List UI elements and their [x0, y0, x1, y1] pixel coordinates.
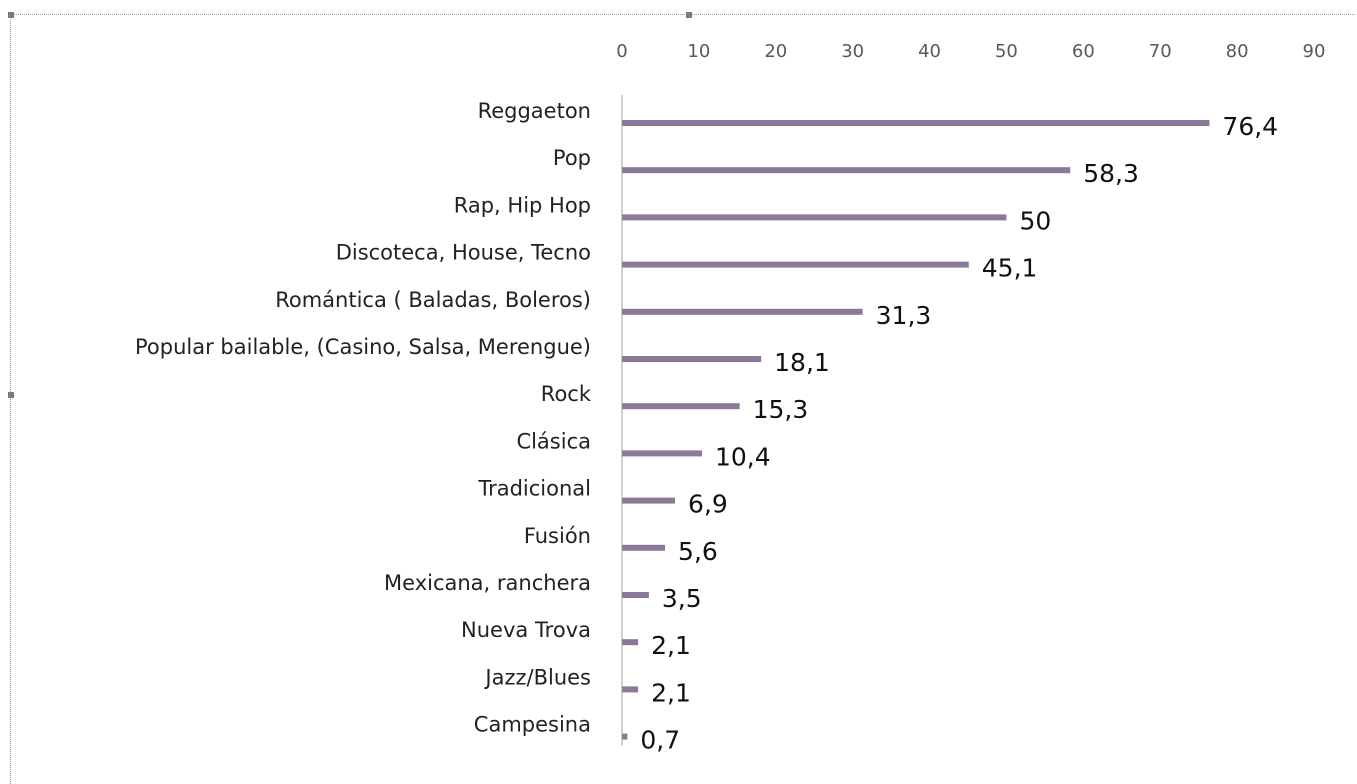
- data-label: 18,1: [774, 348, 830, 377]
- category-label: Fusión: [524, 524, 591, 548]
- data-label: 2,1: [651, 631, 691, 660]
- x-tick-label: 30: [841, 41, 864, 62]
- bar: [622, 309, 863, 315]
- category-label: Romántica ( Baladas, Boleros): [275, 288, 591, 312]
- data-label: 0,7: [640, 726, 680, 755]
- x-tick-label: 10: [687, 41, 710, 62]
- data-label: 6,9: [688, 490, 728, 519]
- data-label: 3,5: [662, 584, 702, 613]
- bar: [622, 592, 649, 598]
- x-tick-label: 70: [1149, 41, 1172, 62]
- data-label: 50: [1019, 206, 1051, 235]
- data-label: 31,3: [876, 301, 932, 330]
- data-label: 76,4: [1222, 112, 1278, 141]
- bar: [622, 120, 1209, 126]
- x-tick-label: 40: [918, 41, 941, 62]
- data-label: 58,3: [1083, 159, 1139, 188]
- bars: [622, 120, 1209, 740]
- bar: [622, 450, 702, 456]
- bar: [622, 639, 638, 645]
- category-label: Rap, Hip Hop: [454, 193, 591, 217]
- bar: [622, 262, 969, 268]
- bar: [622, 167, 1070, 173]
- x-tick-label: 90: [1303, 41, 1326, 62]
- data-label: 15,3: [753, 395, 809, 424]
- bar: [622, 214, 1006, 220]
- data-label: 10,4: [715, 442, 771, 471]
- bar: [622, 356, 761, 362]
- category-label: Popular bailable, (Casino, Salsa, Mereng…: [135, 335, 591, 359]
- x-axis-ticks: 0 10 20 30 40 50 60 70 80 90: [616, 41, 1325, 62]
- x-tick-label: 0: [616, 41, 627, 62]
- data-label: 45,1: [982, 254, 1038, 283]
- category-label: Rock: [541, 382, 592, 406]
- bar: [622, 734, 627, 740]
- category-label: Campesina: [474, 713, 591, 737]
- bar: [622, 498, 675, 504]
- bar: [622, 545, 665, 551]
- category-label: Mexicana, ranchera: [384, 571, 591, 595]
- category-labels: Reggaeton Pop Rap, Hip Hop Discoteca, House…: [135, 99, 592, 737]
- bar: [622, 686, 638, 692]
- bar: [622, 403, 740, 409]
- category-label: Tradicional: [477, 477, 591, 501]
- category-label: Clásica: [516, 429, 591, 453]
- category-label: Discoteca, House, Tecno: [336, 241, 591, 265]
- x-tick-label: 50: [995, 41, 1018, 62]
- x-tick-label: 80: [1226, 41, 1249, 62]
- x-tick-label: 60: [1072, 41, 1095, 62]
- category-label: Nueva Trova: [461, 618, 591, 642]
- x-tick-label: 20: [764, 41, 787, 62]
- category-label: Pop: [553, 146, 591, 170]
- data-label: 2,1: [651, 678, 691, 707]
- data-label: 5,6: [678, 537, 718, 566]
- category-label: Reggaeton: [478, 99, 591, 123]
- category-label: Jazz/Blues: [483, 665, 591, 689]
- data-labels: 76,4 58,3 50 45,1 31,3 18,1 15,3 10,4 6,9 5,6 3,5 2…: [640, 112, 1278, 755]
